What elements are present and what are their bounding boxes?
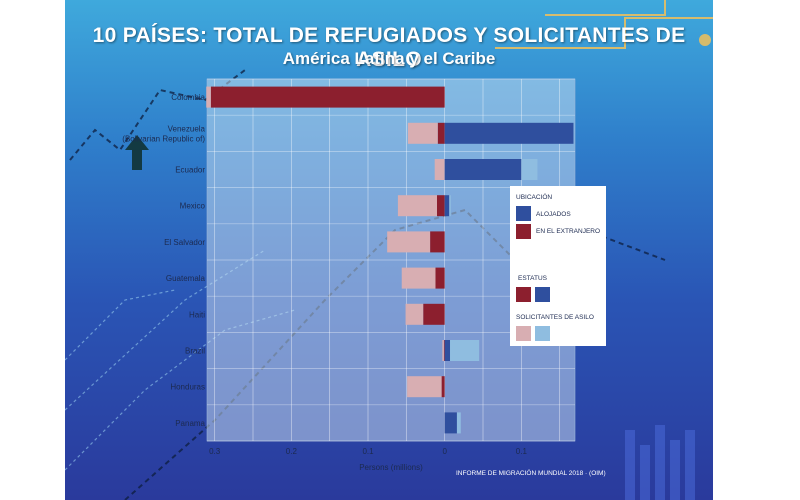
bar-abroad-asylum — [407, 376, 442, 398]
bar-hosted-asylum — [456, 412, 461, 434]
bar-abroad-asylum — [405, 303, 424, 325]
x-tick-label: 0.2 — [286, 447, 298, 456]
page-subtitle: América Latina y el Caribe — [282, 49, 496, 68]
x-tick-label: 0.1 — [516, 447, 528, 456]
legend-swatch-alojados — [516, 206, 531, 221]
bar-abroad-asylum — [434, 159, 445, 180]
bar-abroad-asylum — [387, 231, 431, 253]
bar-abroad-refugees — [423, 303, 445, 325]
x-tick-label: 0 — [442, 447, 447, 456]
x-axis-label: Persons (millions) — [359, 463, 423, 472]
bar-abroad-refugees — [443, 340, 445, 361]
country-labels: Colombia Venezuela(Bolivarian Republic of… — [122, 93, 205, 428]
country-label: Panama — [175, 419, 205, 428]
legend-swatch-asylum-abroad — [516, 326, 531, 341]
country-label: Venezuela — [168, 124, 206, 133]
legend: UBICACIÓN ALOJADOS EN EL EXTRANJERO ESTA… — [510, 186, 606, 346]
country-label: Brazil — [185, 347, 205, 356]
legend-swatch-extranjero — [516, 224, 531, 239]
legend-solicitantes-title: SOLICITANTES DE ASILO — [516, 314, 594, 321]
bar-hosted-asylum — [521, 159, 538, 180]
bar-abroad-refugees — [441, 376, 445, 398]
bar-abroad-asylum — [401, 267, 436, 289]
bar-abroad-asylum — [407, 122, 438, 144]
x-tick-labels: 0.3 0.2 0.1 0 0.1 — [209, 447, 527, 456]
legend-swatch-estatus-hosted — [535, 287, 550, 302]
bar-abroad-refugees — [210, 86, 445, 108]
bar-abroad-asylum — [206, 86, 211, 108]
x-tick-label: 0.3 — [209, 447, 221, 456]
country-label: El Salvador — [164, 238, 205, 247]
legend-alojados-label: ALOJADOS — [536, 211, 571, 218]
page-title: 10 PAÍSES: TOTAL DE REFUGIADOS Y SOLICIT… — [92, 24, 686, 71]
legend-swatch-estatus-abroad — [516, 287, 531, 302]
bar-abroad-asylum — [397, 195, 437, 217]
bar-abroad-asylum — [442, 340, 444, 361]
country-label: Mexico — [180, 202, 206, 211]
bar-hosted-refugees — [444, 195, 450, 217]
bar-hosted-asylum — [449, 195, 451, 217]
bar-hosted-refugees — [444, 122, 574, 144]
source-credit: INFORME DE MIGRACIÓN MUNDIAL 2018 · (OIM… — [456, 470, 606, 477]
country-label: (Bolivarian Republic of) — [122, 134, 205, 143]
bar-hosted-refugees — [444, 412, 457, 434]
bar-hosted-refugees — [444, 159, 522, 180]
legend-extranjero-label: EN EL EXTRANJERO — [536, 228, 601, 235]
bar-abroad-refugees — [435, 267, 445, 289]
country-label: Honduras — [170, 383, 205, 392]
bar-abroad-refugees — [437, 122, 445, 144]
bar-hosted-refugees — [444, 340, 451, 361]
bar-hosted-asylum — [450, 340, 480, 361]
country-label: Guatemala — [166, 274, 206, 283]
legend-swatch-asylum-hosted — [535, 326, 550, 341]
country-label: Haiti — [189, 310, 205, 319]
bar-abroad-refugees — [430, 231, 445, 253]
legend-ubicacion-title: UBICACIÓN — [516, 194, 553, 201]
country-label: Colombia — [171, 93, 205, 102]
bar-abroad-refugees — [437, 195, 445, 217]
country-label: Ecuador — [175, 166, 205, 175]
bars-group — [206, 86, 574, 434]
x-tick-label: 0.1 — [362, 447, 374, 456]
legend-estatus-title: ESTATUS — [518, 275, 548, 282]
